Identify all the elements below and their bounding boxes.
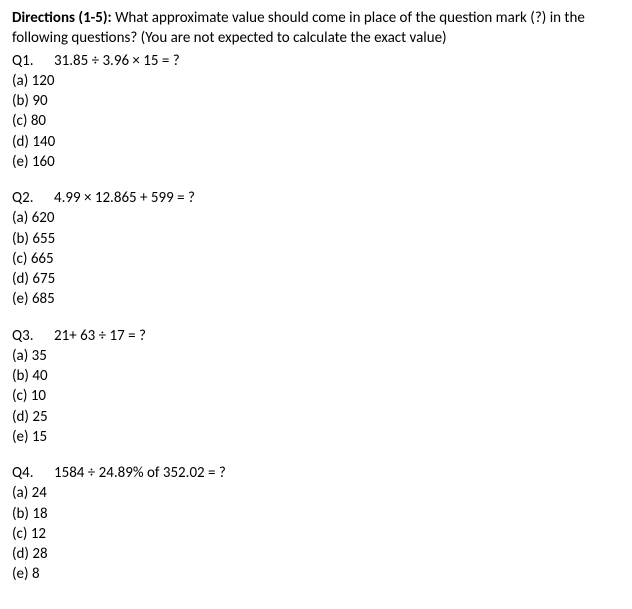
question-prompt: 31.85 ÷ 3.96 × 15 = ? [54,52,180,70]
question-block: Q4.1584 ÷ 24.89% of 352.02 = ? (a) 24 (b… [12,463,620,585]
option-e: (e) 15 [12,427,620,447]
question-line: Q1.31.85 ÷ 3.96 × 15 = ? [12,51,620,71]
question-prompt: 1584 ÷ 24.89% of 352.02 = ? [54,464,226,482]
option-a: (a) 35 [12,346,620,366]
option-c: (c) 80 [12,111,620,131]
option-e: (e) 685 [12,289,620,309]
question-line: Q3.21+ 63 ÷ 17 = ? [12,326,620,346]
option-a: (a) 24 [12,483,620,503]
option-d: (d) 140 [12,132,620,152]
option-e: (e) 8 [12,564,620,584]
directions-label: Directions (1-5): [12,9,112,27]
option-b: (b) 40 [12,366,620,386]
option-d: (d) 675 [12,269,620,289]
question-line: Q4.1584 ÷ 24.89% of 352.02 = ? [12,463,620,483]
question-block: Q2.4.99 × 12.865 + 599 = ? (a) 620 (b) 6… [12,188,620,310]
question-number: Q3. [12,326,54,346]
question-prompt: 4.99 × 12.865 + 599 = ? [54,189,195,207]
question-number: Q1. [12,51,54,71]
option-c: (c) 10 [12,386,620,406]
directions-block: Directions (1-5): What approximate value… [12,8,620,49]
option-c: (c) 12 [12,524,620,544]
option-a: (a) 120 [12,71,620,91]
option-d: (d) 25 [12,407,620,427]
question-prompt: 21+ 63 ÷ 17 = ? [54,327,146,345]
option-a: (a) 620 [12,208,620,228]
question-number: Q2. [12,188,54,208]
option-e: (e) 160 [12,152,620,172]
option-d: (d) 28 [12,544,620,564]
option-b: (b) 90 [12,91,620,111]
option-c: (c) 665 [12,249,620,269]
question-block: Q3.21+ 63 ÷ 17 = ? (a) 35 (b) 40 (c) 10 … [12,326,620,448]
question-number: Q4. [12,463,54,483]
option-b: (b) 655 [12,229,620,249]
question-line: Q2.4.99 × 12.865 + 599 = ? [12,188,620,208]
option-b: (b) 18 [12,504,620,524]
question-block: Q1.31.85 ÷ 3.96 × 15 = ? (a) 120 (b) 90 … [12,51,620,173]
